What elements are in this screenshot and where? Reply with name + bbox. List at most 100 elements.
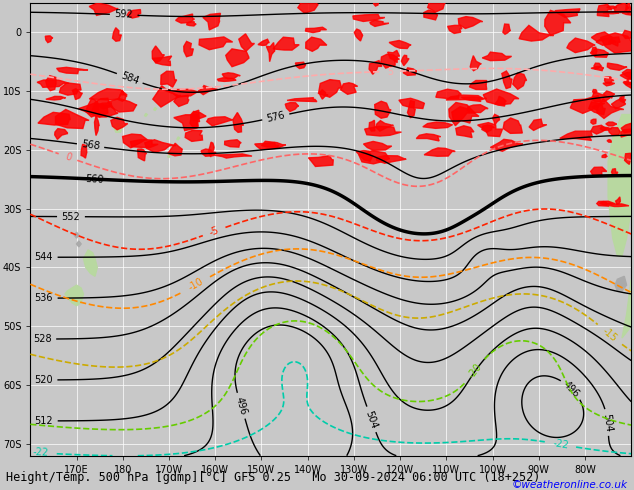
Polygon shape: [403, 68, 417, 75]
Polygon shape: [606, 122, 617, 126]
Polygon shape: [74, 232, 79, 238]
Polygon shape: [603, 91, 615, 98]
Text: -22: -22: [32, 447, 49, 458]
Polygon shape: [190, 110, 199, 128]
Text: 528: 528: [33, 334, 52, 344]
Polygon shape: [483, 89, 519, 105]
Polygon shape: [456, 126, 474, 138]
Polygon shape: [308, 156, 333, 167]
Polygon shape: [186, 22, 196, 26]
Polygon shape: [408, 100, 415, 118]
Text: 584: 584: [119, 71, 140, 86]
Polygon shape: [621, 122, 634, 133]
Polygon shape: [81, 144, 87, 158]
Polygon shape: [624, 153, 632, 165]
Polygon shape: [353, 14, 385, 22]
Polygon shape: [567, 38, 595, 52]
Text: 536: 536: [35, 293, 53, 303]
Polygon shape: [319, 90, 328, 99]
Text: -22: -22: [552, 438, 569, 451]
Text: 504: 504: [602, 413, 614, 432]
Text: 560: 560: [86, 174, 105, 185]
Polygon shape: [616, 197, 621, 204]
Polygon shape: [612, 169, 618, 176]
Polygon shape: [592, 105, 599, 111]
Text: -20: -20: [466, 362, 483, 381]
Polygon shape: [152, 56, 172, 66]
Polygon shape: [591, 125, 608, 134]
Polygon shape: [622, 70, 634, 79]
Polygon shape: [417, 134, 441, 141]
Polygon shape: [370, 20, 389, 26]
Polygon shape: [55, 109, 89, 128]
Polygon shape: [615, 276, 626, 291]
Polygon shape: [298, 0, 318, 13]
Polygon shape: [597, 98, 624, 119]
Polygon shape: [622, 11, 634, 15]
Polygon shape: [591, 119, 596, 124]
Polygon shape: [60, 83, 81, 95]
Polygon shape: [376, 156, 406, 163]
Polygon shape: [167, 154, 171, 157]
Polygon shape: [89, 89, 127, 100]
Text: 576: 576: [266, 110, 286, 124]
Polygon shape: [423, 122, 453, 128]
Polygon shape: [261, 141, 286, 147]
Polygon shape: [609, 37, 620, 46]
Text: ©weatheronline.co.uk: ©weatheronline.co.uk: [512, 480, 628, 490]
Polygon shape: [591, 167, 607, 176]
Polygon shape: [45, 36, 53, 43]
Polygon shape: [607, 6, 617, 8]
Polygon shape: [153, 107, 157, 110]
Polygon shape: [258, 39, 269, 46]
Polygon shape: [503, 24, 510, 34]
Polygon shape: [495, 97, 507, 106]
Polygon shape: [570, 96, 605, 113]
Polygon shape: [591, 67, 604, 71]
Polygon shape: [462, 97, 486, 100]
Polygon shape: [112, 28, 121, 41]
Polygon shape: [174, 96, 189, 106]
Polygon shape: [86, 98, 99, 117]
Text: 592: 592: [114, 9, 133, 20]
Polygon shape: [209, 142, 214, 157]
Text: 496: 496: [234, 395, 249, 416]
Polygon shape: [467, 105, 488, 113]
Polygon shape: [340, 83, 358, 94]
Polygon shape: [611, 204, 629, 206]
Polygon shape: [233, 113, 243, 132]
Polygon shape: [162, 89, 200, 97]
Polygon shape: [376, 121, 393, 131]
Polygon shape: [77, 241, 81, 247]
Polygon shape: [318, 80, 342, 97]
Text: 496: 496: [562, 379, 581, 399]
Polygon shape: [46, 75, 56, 91]
Polygon shape: [555, 9, 580, 17]
Polygon shape: [306, 27, 327, 32]
Polygon shape: [623, 77, 634, 88]
Polygon shape: [604, 77, 614, 84]
Polygon shape: [127, 9, 141, 18]
Polygon shape: [560, 131, 592, 141]
Polygon shape: [295, 62, 306, 69]
Polygon shape: [603, 12, 619, 14]
Polygon shape: [589, 102, 605, 115]
Polygon shape: [619, 96, 626, 103]
Polygon shape: [590, 49, 608, 57]
Text: 512: 512: [34, 416, 53, 426]
Text: -10: -10: [187, 276, 205, 293]
Text: 504: 504: [364, 409, 379, 430]
Polygon shape: [255, 143, 279, 149]
Polygon shape: [185, 130, 202, 142]
Polygon shape: [65, 285, 84, 306]
Polygon shape: [224, 140, 241, 147]
Polygon shape: [611, 98, 626, 109]
Polygon shape: [436, 89, 462, 98]
Polygon shape: [356, 150, 373, 161]
Polygon shape: [381, 54, 399, 68]
Polygon shape: [428, 0, 446, 12]
Polygon shape: [596, 38, 616, 45]
Polygon shape: [176, 14, 195, 23]
Text: 5: 5: [387, 66, 394, 76]
Text: -5: -5: [208, 225, 221, 238]
